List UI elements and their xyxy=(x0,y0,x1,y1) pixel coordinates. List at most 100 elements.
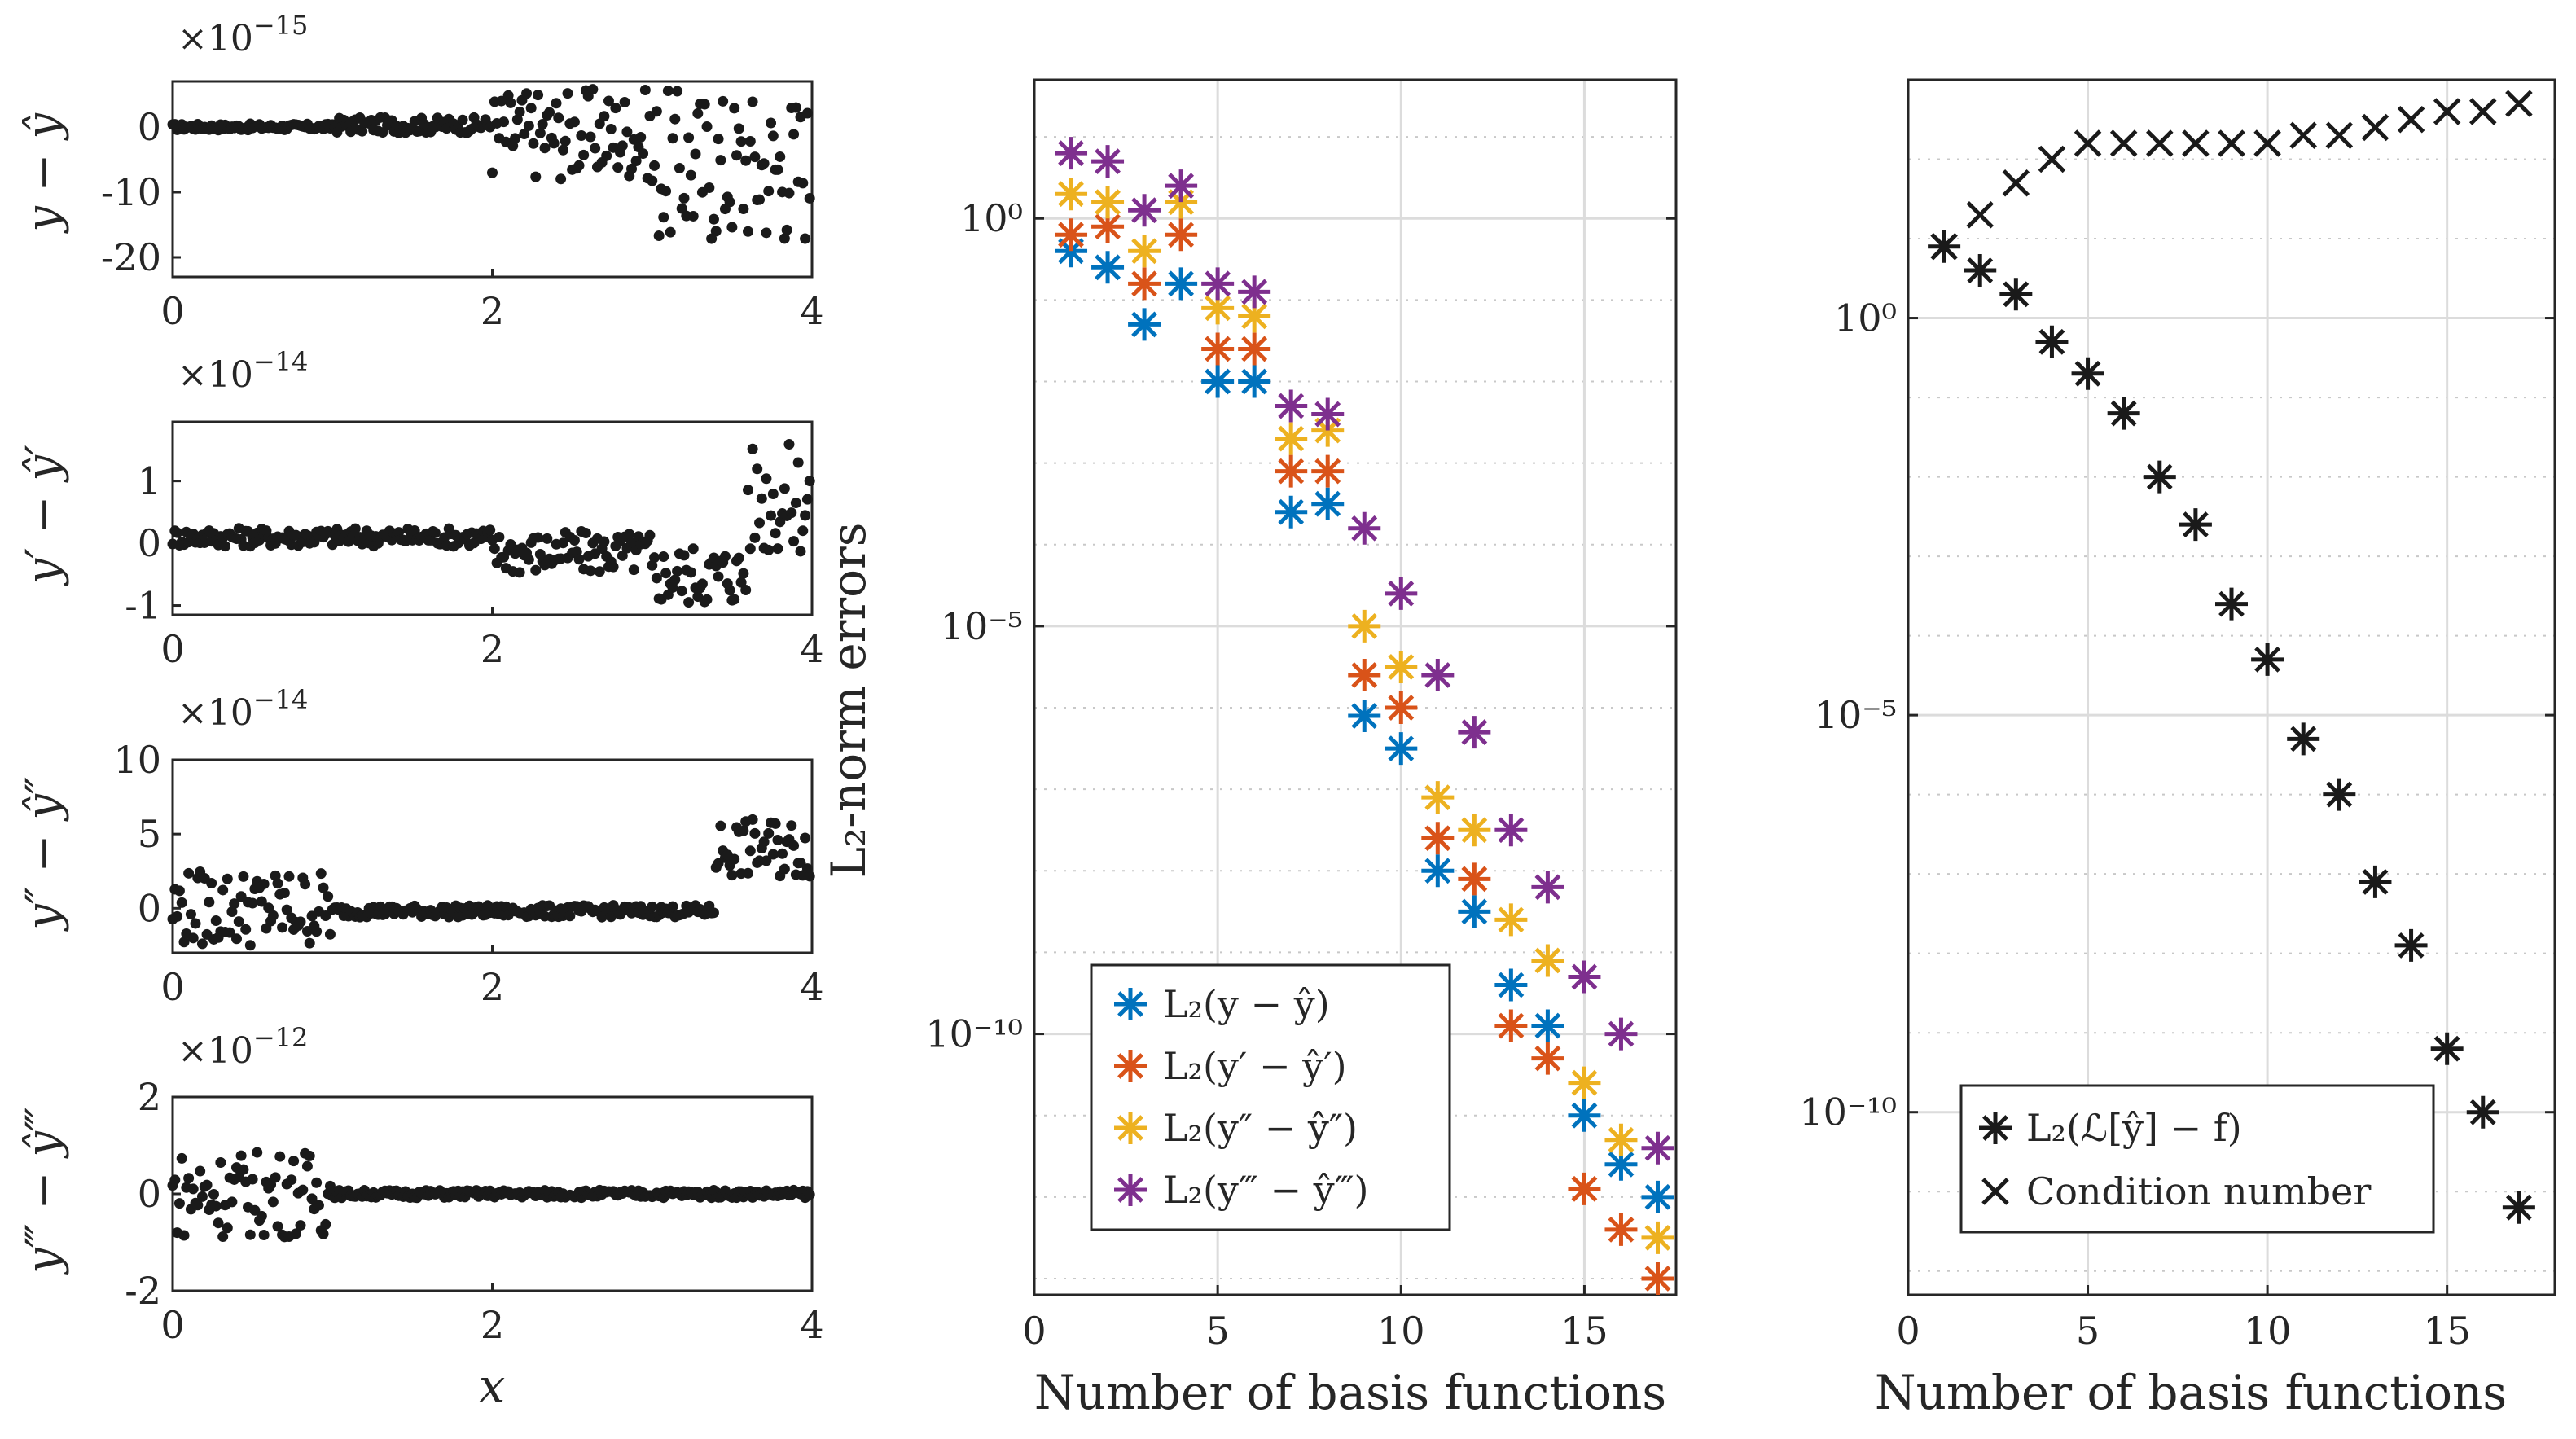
residual-point xyxy=(231,933,242,945)
x-tick-label: 2 xyxy=(481,627,504,671)
residual-point xyxy=(295,916,306,928)
residual-point xyxy=(772,834,783,845)
error-point xyxy=(1201,365,1235,398)
residual-point xyxy=(256,896,267,907)
residual-point xyxy=(178,937,190,948)
condition-number-point xyxy=(1966,201,1994,229)
residual-point xyxy=(318,1228,329,1239)
residual-point xyxy=(775,151,786,162)
legend-entry: L₂(ℒ[ŷ] − f) xyxy=(2026,1106,2242,1150)
condition-number-point xyxy=(2505,90,2533,118)
residual-point xyxy=(687,210,699,222)
residual-condition-plot: Number of basis functions 0 5 10 15 10⁰ 10⁻⁵ 1… xyxy=(1799,78,2556,1420)
error-point xyxy=(1348,609,1381,643)
residual-point xyxy=(176,1152,187,1164)
legend-marker xyxy=(1979,1112,2012,1144)
error-point xyxy=(1641,1221,1674,1254)
residual-point xyxy=(779,863,790,875)
residual-point xyxy=(210,915,222,927)
residual-point xyxy=(651,106,662,117)
residual-point xyxy=(740,585,752,596)
error-point xyxy=(1091,145,1125,178)
residual-point xyxy=(306,1193,318,1204)
residual-point xyxy=(790,102,801,113)
residual-point xyxy=(653,230,665,241)
residual-point xyxy=(729,853,740,865)
residual-point xyxy=(349,523,361,534)
error-point xyxy=(1421,658,1455,691)
error-point xyxy=(1604,1017,1638,1051)
residual-point xyxy=(557,144,568,156)
residual-point xyxy=(617,140,628,151)
residual-point xyxy=(222,1222,233,1234)
residual-point xyxy=(701,121,713,132)
residual-point xyxy=(608,561,619,573)
condition-number-point xyxy=(2038,145,2066,173)
residual-point xyxy=(530,564,542,576)
error-point xyxy=(2035,325,2069,358)
residual-point xyxy=(494,531,505,542)
errors-plot: Number of basis functions L₂-norm errors… xyxy=(821,78,1678,1420)
residual-point xyxy=(777,848,788,859)
error-point xyxy=(1385,650,1418,683)
residual-point xyxy=(708,213,719,225)
residual-point xyxy=(229,898,240,910)
residual-point xyxy=(176,897,187,908)
error-point xyxy=(1348,511,1381,545)
residual-point xyxy=(548,138,560,149)
residual-point xyxy=(564,910,576,922)
residual-point xyxy=(196,938,208,950)
error-point xyxy=(1385,732,1418,766)
error-point xyxy=(1421,854,1455,888)
residual-point xyxy=(290,1228,301,1239)
error-point xyxy=(2323,778,2356,811)
error-point xyxy=(2143,460,2176,494)
residual-point xyxy=(658,212,669,223)
residual-point xyxy=(173,885,185,897)
residual-point xyxy=(533,532,544,543)
y-tick-label: 1 xyxy=(138,459,161,503)
residual-point xyxy=(357,125,368,137)
residual-point xyxy=(190,918,201,929)
residual-point xyxy=(696,578,708,590)
residual-point xyxy=(178,1230,190,1241)
residual-point xyxy=(763,186,775,197)
legend-entry: L₂(y″ − ŷ″) xyxy=(1163,1106,1358,1150)
residual-point xyxy=(804,871,815,882)
residual-point xyxy=(660,568,672,579)
residual-point xyxy=(283,871,295,882)
residual-point xyxy=(801,107,813,119)
ylabel-d3y: y‴ − ŷ‴ xyxy=(17,1108,70,1276)
residual-point xyxy=(204,897,215,908)
residual-point xyxy=(233,916,244,928)
x-tick-label: 4 xyxy=(800,965,823,1009)
residual-point xyxy=(621,126,633,138)
residual-point xyxy=(781,224,792,235)
error-point xyxy=(1128,235,1161,268)
condition-number-point xyxy=(2146,129,2174,157)
residual-point xyxy=(733,123,744,134)
residual-point xyxy=(660,186,672,197)
residual-point xyxy=(525,103,537,114)
residual-point xyxy=(735,577,747,588)
xlabel-basis-right: Number of basis functions xyxy=(1875,1365,2507,1420)
ylabel-y: y − ŷ xyxy=(17,112,70,235)
residual-point xyxy=(699,99,710,110)
error-point xyxy=(1091,251,1125,284)
error-point xyxy=(1055,235,1088,268)
residual-point xyxy=(514,567,525,578)
x-tick-label: 2 xyxy=(481,965,504,1009)
condition-number-point xyxy=(2182,129,2210,157)
residual-point xyxy=(594,566,605,577)
residual-point xyxy=(735,136,747,147)
residual-point xyxy=(539,143,551,154)
residual-point xyxy=(690,148,701,160)
residual-point xyxy=(800,510,811,521)
residual-point xyxy=(281,904,292,915)
residual-plot-y: ×10−15 y − ŷ 0 2 4 0 -10 -20 xyxy=(17,10,824,333)
condition-number-point xyxy=(2469,98,2497,125)
residual-point xyxy=(788,840,800,851)
residual-point xyxy=(555,173,567,185)
residual-point xyxy=(320,1218,331,1230)
